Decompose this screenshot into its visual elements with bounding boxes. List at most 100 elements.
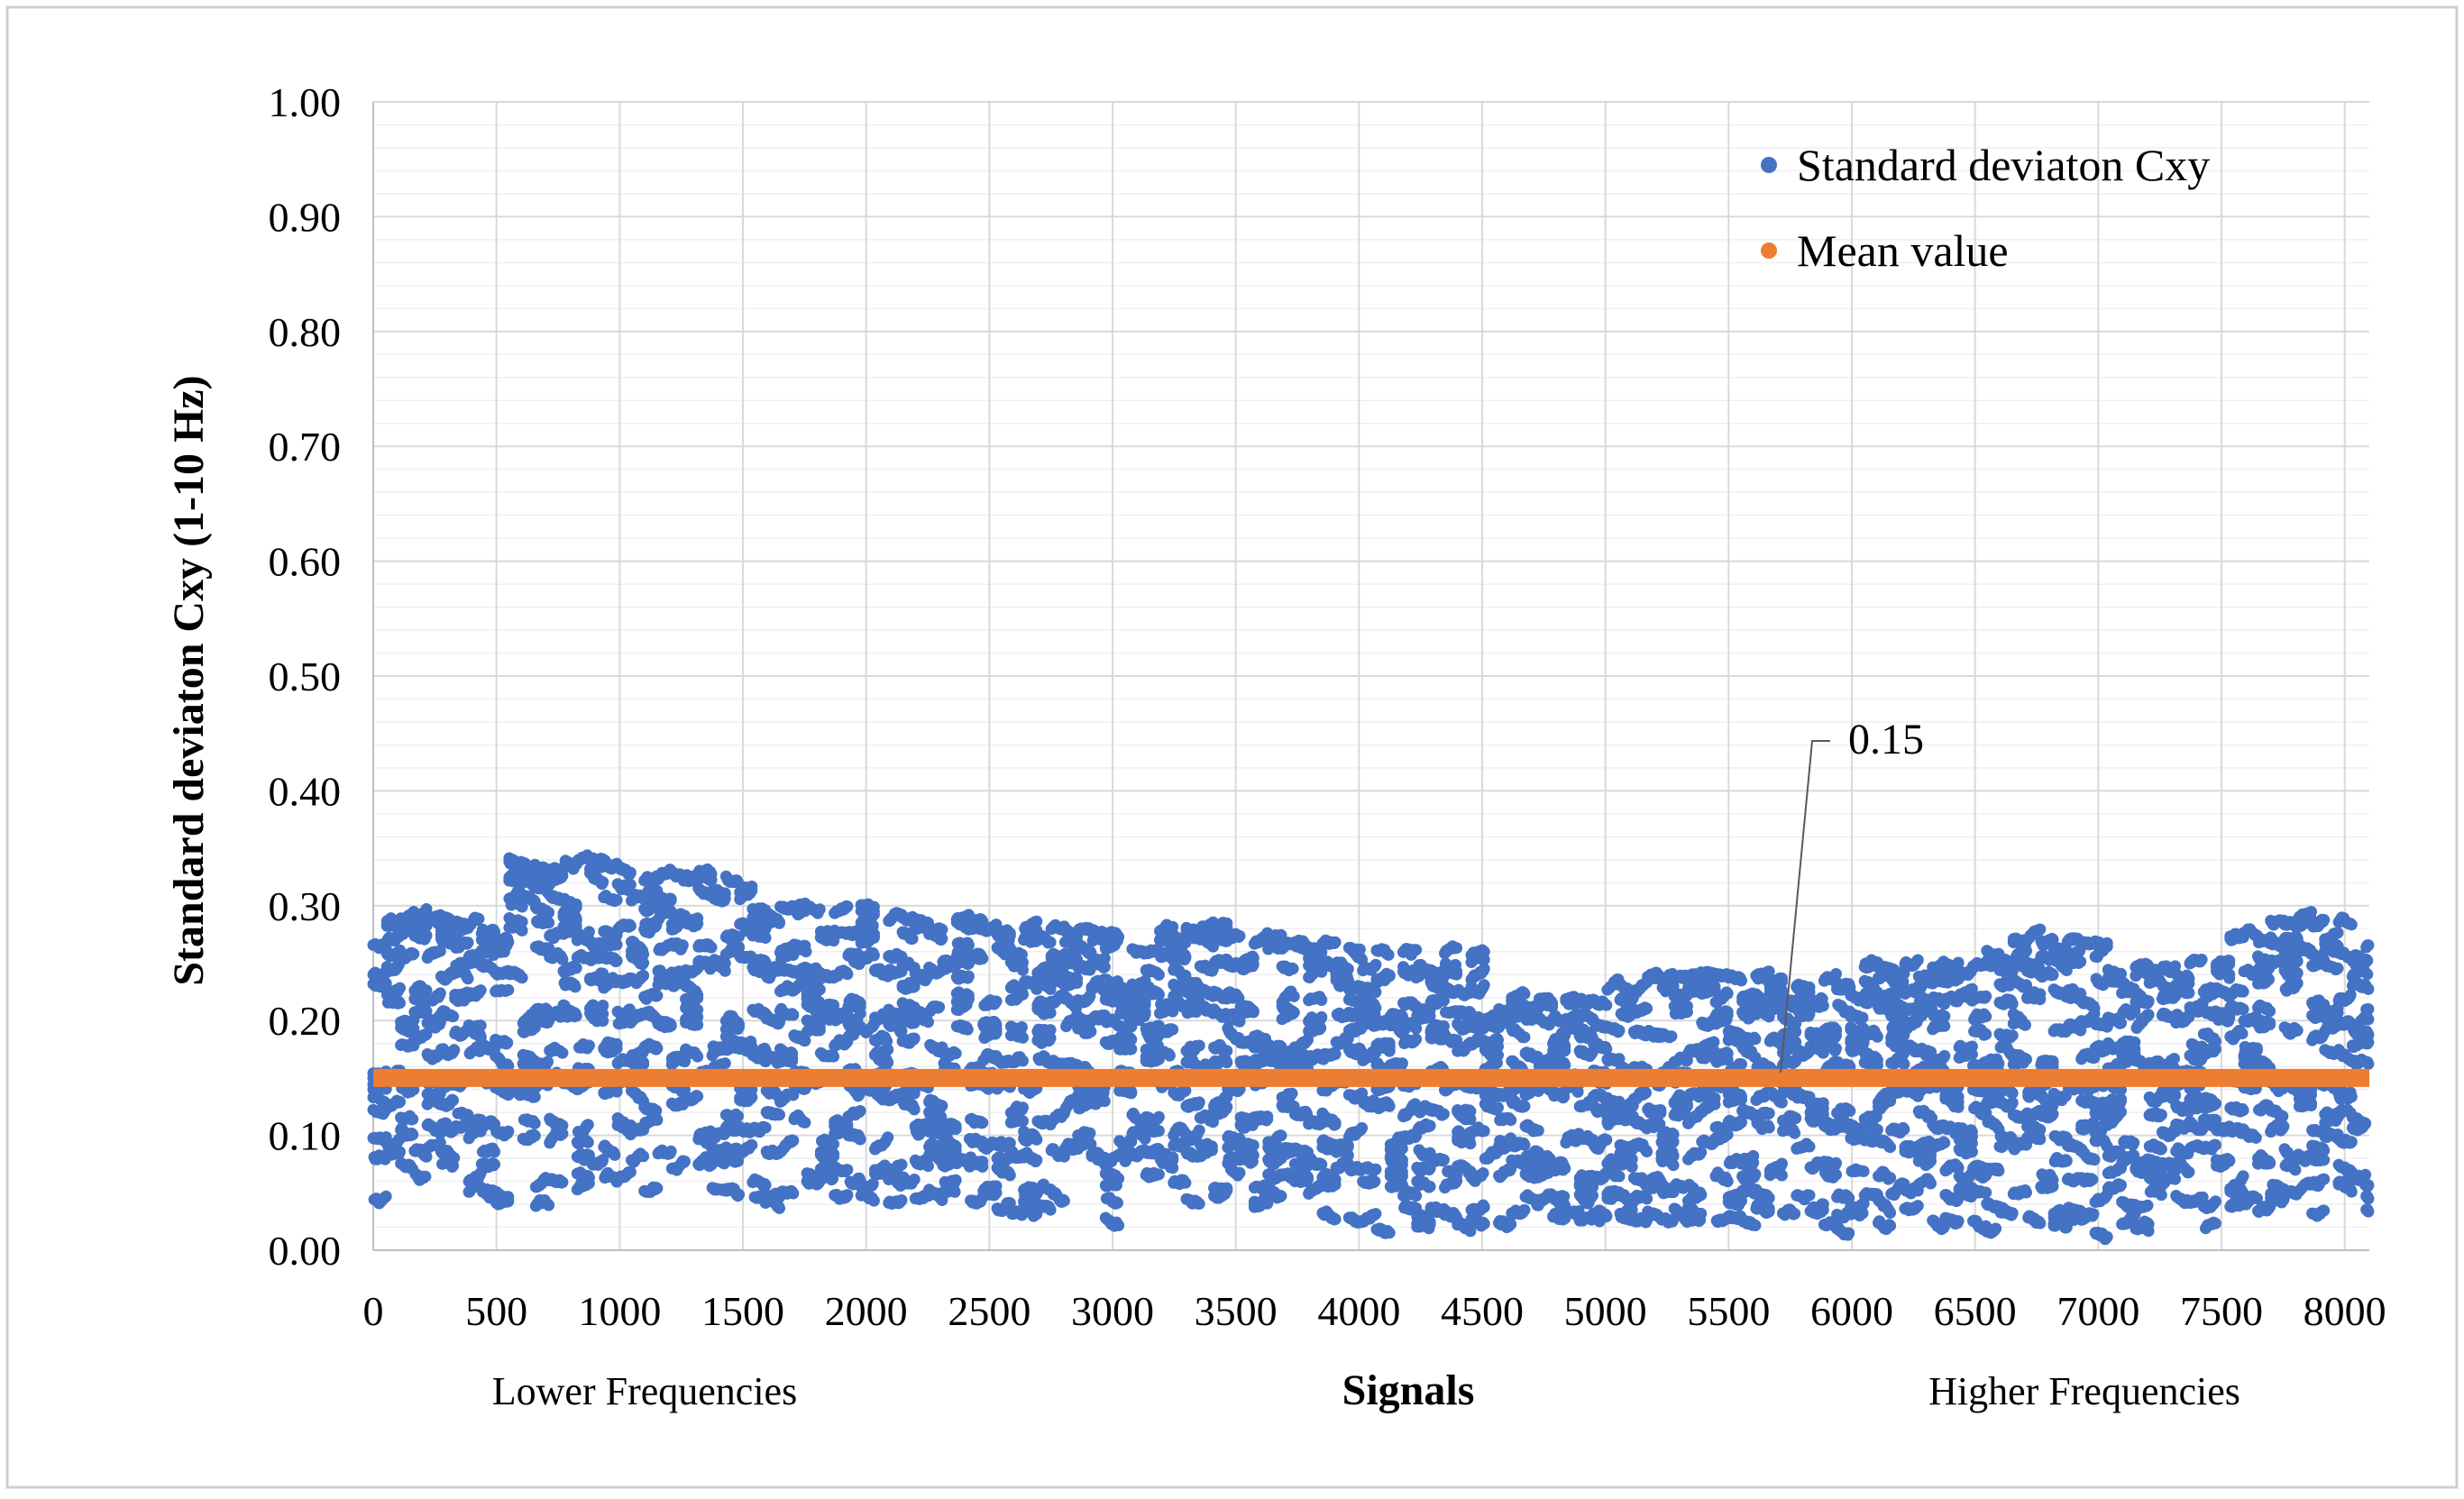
data-point (517, 925, 528, 937)
data-point (719, 965, 731, 977)
data-point (407, 1129, 418, 1140)
data-point (501, 1037, 513, 1048)
data-point (611, 894, 623, 906)
data-point (665, 894, 677, 906)
data-point (625, 879, 637, 891)
data-point (828, 1151, 839, 1163)
data-point (625, 1166, 637, 1178)
data-point (774, 918, 785, 929)
data-point (380, 1191, 392, 1202)
data-point (556, 1176, 568, 1188)
data-point (543, 917, 554, 928)
data-point (489, 1146, 500, 1157)
data-point (394, 983, 406, 994)
data-point (651, 990, 663, 1001)
data-point (407, 1113, 418, 1125)
data-point (582, 1119, 594, 1130)
data-point (597, 1015, 609, 1027)
data-point (841, 900, 853, 912)
data-point (733, 1189, 745, 1201)
data-point (787, 1010, 799, 1021)
chart-border (7, 7, 2457, 1487)
data-point (502, 936, 514, 947)
data-point (637, 1150, 649, 1162)
data-point (774, 1202, 785, 1214)
data-point (692, 1091, 703, 1102)
data-point (625, 920, 637, 932)
data-point (732, 1111, 744, 1122)
data-point (517, 972, 528, 983)
data-point (502, 984, 514, 996)
data-point (571, 962, 582, 973)
data-point (786, 1053, 798, 1065)
data-point (719, 892, 731, 904)
data-point (435, 987, 446, 999)
data-point (502, 1126, 514, 1138)
data-point (814, 1025, 826, 1037)
data-point (542, 1056, 554, 1068)
data-point (463, 973, 474, 984)
data-point (597, 876, 609, 888)
data-point (841, 968, 853, 980)
data-point (489, 1158, 500, 1170)
data-point (529, 1118, 541, 1129)
data-point (665, 1146, 677, 1157)
data-point (706, 942, 718, 954)
data-point (651, 1114, 663, 1126)
data-point (463, 937, 474, 948)
data-point (543, 907, 554, 919)
data-point (801, 946, 812, 957)
data-point (556, 1047, 568, 1059)
data-point (447, 1094, 459, 1106)
data-point (651, 1042, 663, 1054)
data-point (637, 957, 649, 969)
data-point (719, 1057, 731, 1069)
data-point (473, 913, 485, 925)
data-point (855, 1134, 866, 1146)
data-point (733, 1019, 745, 1030)
data-point (746, 1139, 757, 1151)
data-point (799, 1117, 811, 1129)
data-point (828, 1138, 839, 1150)
data-point (583, 1039, 595, 1051)
data-point (571, 913, 582, 925)
data-point (408, 948, 419, 960)
data-point (611, 955, 623, 966)
data-point (609, 1149, 620, 1161)
data-point (597, 1000, 609, 1011)
data-point (774, 1109, 785, 1120)
data-point (419, 1171, 431, 1183)
data-point (855, 1001, 866, 1012)
data-point (692, 1004, 703, 1016)
data-point (787, 1135, 799, 1147)
data-point (760, 1122, 772, 1134)
data-point (637, 1058, 649, 1070)
data-point (625, 867, 637, 879)
data-point (841, 1164, 853, 1175)
data-point (529, 1130, 541, 1142)
data-point (421, 929, 433, 941)
data-point (543, 1200, 554, 1211)
data-point (692, 918, 703, 929)
data-point (637, 970, 649, 982)
data-point (692, 992, 703, 1004)
data-point (394, 1146, 406, 1157)
data-point (448, 1152, 460, 1164)
data-point (651, 1183, 663, 1194)
data-point (556, 1120, 568, 1131)
data-point (394, 1096, 406, 1108)
data-point (679, 1156, 691, 1167)
data-point (692, 1051, 703, 1063)
data-point (677, 939, 689, 951)
data-point (571, 1010, 582, 1022)
data-point (570, 981, 582, 992)
data-point (746, 881, 757, 892)
data-point (475, 1019, 487, 1031)
data-point (571, 901, 582, 913)
data-point (814, 903, 826, 915)
data-point (475, 984, 487, 996)
data-point (611, 1038, 623, 1050)
data-point (582, 1137, 594, 1148)
